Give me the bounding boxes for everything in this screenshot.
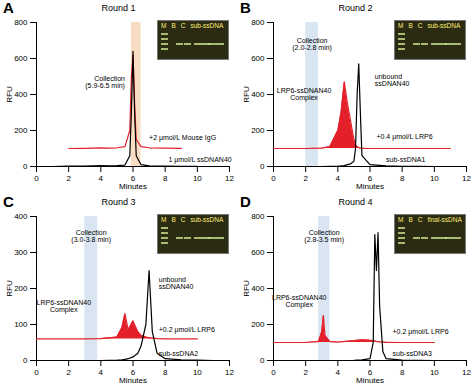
svg-text:4: 4 — [99, 368, 104, 377]
svg-text:200: 200 — [14, 284, 28, 293]
svg-text:RFU: RFU — [242, 280, 251, 297]
html-text:M: M — [398, 22, 404, 29]
svg-text:2: 2 — [66, 368, 71, 377]
svg-text:400: 400 — [14, 212, 28, 221]
svg-text:10: 10 — [430, 368, 439, 377]
svg-text:LRP6-ssDNAN40Complex: LRP6-ssDNAN40Complex — [277, 87, 332, 102]
svg-text:600: 600 — [251, 248, 265, 257]
svg-text:+0.2 μmol/L LRP6: +0.2 μmol/L LRP6 — [159, 326, 215, 334]
html-text:B: B — [408, 216, 413, 223]
svg-text:Minutes: Minutes — [356, 182, 384, 191]
html-text:sub-ssDNA: sub-ssDNA — [190, 22, 224, 29]
svg-text:+2 μmol/L Mouse IgG: +2 μmol/L Mouse IgG — [149, 134, 216, 142]
svg-text:12: 12 — [225, 174, 234, 183]
html-text:M: M — [161, 22, 167, 29]
svg-text:10: 10 — [430, 174, 439, 183]
svg-text:0: 0 — [271, 368, 276, 377]
svg-text:0: 0 — [260, 162, 265, 171]
html-text:M: M — [161, 216, 167, 223]
svg-text:12: 12 — [225, 368, 234, 377]
svg-text:Collection(2.0-2.8 min): Collection(2.0-2.8 min) — [292, 37, 332, 52]
svg-text:sub-ssDNA1: sub-ssDNA1 — [386, 156, 425, 163]
svg-text:Minutes: Minutes — [119, 182, 147, 191]
svg-text:10: 10 — [193, 174, 202, 183]
svg-text:1 μmol/L ssDNAN40: 1 μmol/L ssDNAN40 — [168, 156, 231, 164]
svg-text:800: 800 — [251, 212, 265, 221]
html-text:C: C — [417, 22, 423, 29]
svg-text:Collection(3.0-3.8 min): Collection(3.0-3.8 min) — [71, 229, 111, 244]
svg-text:200: 200 — [14, 126, 28, 135]
svg-text:2: 2 — [303, 174, 308, 183]
svg-text:RFU: RFU — [5, 86, 14, 103]
svg-text:0: 0 — [34, 368, 39, 377]
svg-text:0: 0 — [23, 162, 28, 171]
html-text:B: B — [240, 0, 251, 16]
svg-text:0: 0 — [34, 174, 39, 183]
svg-text:800: 800 — [251, 18, 265, 27]
svg-text:8: 8 — [400, 174, 405, 183]
svg-text:Collection(5.9-6.5 min): Collection(5.9-6.5 min) — [85, 75, 125, 90]
html-text:B: B — [408, 22, 413, 29]
svg-text:600: 600 — [14, 54, 28, 63]
svg-text:unboundssDNAN40: unboundssDNAN40 — [375, 73, 410, 87]
html-text:A: A — [3, 0, 14, 16]
svg-text:Minutes: Minutes — [119, 376, 147, 385]
svg-text:0: 0 — [260, 356, 265, 365]
svg-text:+0.2 μmol/L LRP6: +0.2 μmol/L LRP6 — [393, 328, 449, 336]
svg-text:2: 2 — [66, 174, 71, 183]
svg-text:LRP6-ssDNAN40Complex: LRP6-ssDNAN40Complex — [37, 299, 92, 314]
html-text:C: C — [3, 193, 14, 210]
svg-text:12: 12 — [462, 368, 471, 377]
html-text:Round 1: Round 1 — [101, 3, 136, 13]
html-text:Round 3: Round 3 — [101, 197, 136, 207]
svg-text:4: 4 — [336, 174, 341, 183]
svg-text:6: 6 — [367, 368, 373, 378]
svg-text:6: 6 — [130, 368, 136, 378]
svg-text:8: 8 — [163, 174, 168, 183]
html-text:sub-ssDNA: sub-ssDNA — [190, 216, 224, 223]
svg-text:+0.4 μmol/L LRP6: +0.4 μmol/L LRP6 — [376, 133, 432, 141]
svg-text:400: 400 — [251, 90, 265, 99]
svg-text:4: 4 — [336, 368, 341, 377]
svg-text:LRP6-ssDNAN40Complex: LRP6-ssDNAN40Complex — [272, 294, 327, 309]
svg-text:800: 800 — [14, 18, 28, 27]
html-text:D: D — [240, 193, 251, 210]
svg-text:Collection(2.8-3.5 min): Collection(2.8-3.5 min) — [304, 229, 344, 244]
svg-text:200: 200 — [251, 320, 265, 329]
html-text:sub-ssDNA: sub-ssDNA — [427, 22, 461, 29]
svg-text:6: 6 — [367, 174, 373, 184]
svg-text:400: 400 — [14, 90, 28, 99]
html-text:C: C — [417, 216, 423, 223]
html-text:Round 4: Round 4 — [338, 197, 373, 207]
svg-text:12: 12 — [462, 174, 471, 183]
svg-text:sub-ssDNA2: sub-ssDNA2 — [159, 350, 198, 357]
html-text:M: M — [398, 216, 404, 223]
svg-text:RFU: RFU — [5, 280, 14, 297]
svg-text:unboundssDNAN40: unboundssDNAN40 — [159, 276, 194, 290]
svg-text:200: 200 — [251, 126, 265, 135]
svg-text:400: 400 — [251, 284, 265, 293]
svg-text:RFU: RFU — [242, 86, 251, 103]
svg-text:0: 0 — [271, 174, 276, 183]
html-text:Round 2: Round 2 — [338, 3, 373, 13]
html-text:C: C — [180, 216, 186, 223]
svg-text:600: 600 — [251, 54, 265, 63]
svg-text:300: 300 — [14, 248, 28, 257]
svg-text:4: 4 — [99, 174, 104, 183]
svg-text:sub-ssDNA3: sub-ssDNA3 — [393, 350, 432, 357]
html-text:C: C — [180, 22, 186, 29]
html-text:B: B — [171, 216, 176, 223]
svg-text:0: 0 — [23, 356, 28, 365]
svg-text:10: 10 — [193, 368, 202, 377]
svg-text:6: 6 — [130, 174, 136, 184]
svg-text:2: 2 — [303, 368, 308, 377]
html-text:final-ssDNA: final-ssDNA — [427, 216, 462, 223]
svg-text:100: 100 — [14, 320, 28, 329]
svg-text:Minutes: Minutes — [356, 376, 384, 385]
html-text:B: B — [171, 22, 176, 29]
svg-text:8: 8 — [163, 368, 168, 377]
svg-text:8: 8 — [400, 368, 405, 377]
